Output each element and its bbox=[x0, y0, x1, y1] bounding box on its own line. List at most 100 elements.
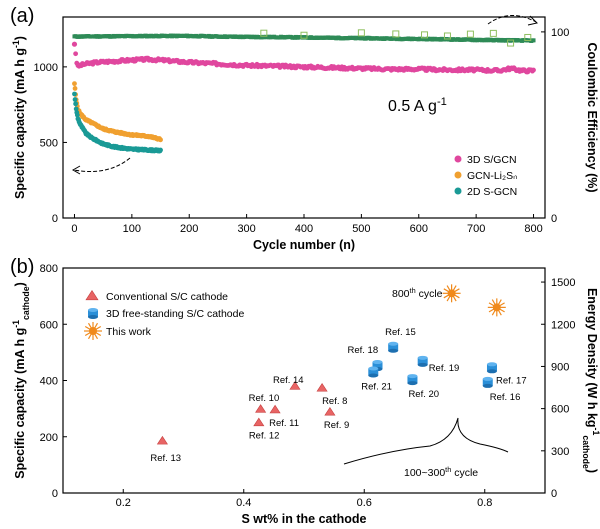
freestanding-marker-top bbox=[417, 355, 428, 360]
freestanding-marker-top bbox=[372, 360, 383, 365]
this-work-marker bbox=[442, 284, 461, 303]
ce-arrow-head bbox=[527, 15, 538, 26]
ce-open-marker bbox=[357, 29, 365, 37]
s-gcn-3d-marker bbox=[71, 41, 78, 47]
y-axis-title-b-part: ) bbox=[13, 282, 27, 286]
legend-b-label: Conventional S/C cathode bbox=[106, 291, 228, 303]
legend-a-label: GCN-Li₂Sₙ bbox=[467, 170, 517, 182]
y2-tick-label-b: 300 bbox=[551, 446, 569, 458]
freestanding-marker-top bbox=[388, 341, 399, 346]
freestanding-ref-label: Ref. 15 bbox=[385, 327, 416, 338]
s-gcn-2d-marker bbox=[74, 112, 80, 118]
y-axis-title-a: Specific capacity (mA h g-1) bbox=[11, 36, 27, 199]
legend-b-conventional-marker bbox=[85, 290, 99, 301]
conventional-marker bbox=[156, 435, 168, 445]
conventional-marker bbox=[324, 406, 336, 416]
cycle-range-annotation: 100~300th cycle bbox=[404, 465, 478, 480]
freestanding-marker-top bbox=[486, 362, 497, 367]
freestanding-marker-base bbox=[417, 362, 428, 367]
y2-axis-title-a: Coulombic Efficiency (%) bbox=[585, 42, 599, 192]
y-axis-title-b-part: cathode bbox=[21, 286, 31, 320]
x-tick-label-a: 0 bbox=[71, 223, 77, 235]
legend-a-marker bbox=[454, 155, 462, 163]
x-tick-label-a: 100 bbox=[123, 223, 141, 235]
legend-b-label: This work bbox=[106, 326, 152, 338]
ce-marker bbox=[531, 38, 536, 43]
gcn-li2sn-marker bbox=[72, 86, 78, 91]
x-tick-label-a: 400 bbox=[295, 223, 313, 235]
freestanding-marker bbox=[368, 368, 379, 376]
x-tick-label-b: 0.6 bbox=[357, 497, 372, 509]
y-axis-title-b-part: -1 bbox=[11, 320, 21, 328]
freestanding-marker bbox=[407, 376, 418, 384]
y2-axis-title-b-part: -1 bbox=[591, 428, 600, 436]
y-tick-label-a: 500 bbox=[40, 137, 58, 149]
freestanding-marker-base bbox=[482, 383, 493, 388]
capacity-arrow-head bbox=[71, 165, 81, 175]
ce-open-marker bbox=[260, 29, 268, 37]
y-axis-title-a-part: Specific capacity (mA h g bbox=[13, 48, 27, 199]
x-tick-label-b: 0.8 bbox=[477, 497, 492, 509]
y2-tick-label-b: 900 bbox=[551, 361, 569, 373]
y2-tick-label-b: 1500 bbox=[551, 277, 575, 289]
conventional-ref-label: Ref. 9 bbox=[324, 420, 349, 431]
x-tick-label-a: 500 bbox=[352, 223, 370, 235]
freestanding-ref-label: Ref. 18 bbox=[348, 345, 379, 356]
rate-annotation-part: -1 bbox=[437, 96, 447, 108]
y-tick-label-b: 0 bbox=[52, 488, 58, 500]
freestanding-ref-label: Ref. 20 bbox=[408, 389, 439, 400]
conventional-ref-label: Ref. 10 bbox=[249, 393, 280, 404]
cycle-800-annotation-part: 800 bbox=[392, 288, 410, 300]
conventional-ref-label: Ref. 11 bbox=[269, 418, 299, 429]
y2-axis-title-b-part: Energy Density (W h kg bbox=[585, 288, 599, 428]
y-tick-label-b: 400 bbox=[40, 376, 58, 388]
ce-open-marker bbox=[300, 31, 308, 39]
y-axis-title-b-part: Specific capacity (mA h g bbox=[13, 328, 27, 479]
y-axis-title-a-part: -1 bbox=[11, 40, 21, 48]
x-tick-label-a: 300 bbox=[237, 223, 255, 235]
freestanding-marker-top bbox=[482, 376, 493, 381]
s-gcn-3d-marker bbox=[73, 51, 79, 57]
y-axis-title-b: Specific capacity (mA h g-1cathode) bbox=[11, 282, 31, 479]
x-tick-label-b: 0.4 bbox=[236, 497, 251, 509]
freestanding-marker bbox=[482, 378, 493, 386]
ce-open-marker bbox=[507, 39, 515, 47]
freestanding-ref-label: Ref. 16 bbox=[490, 392, 521, 403]
conventional-ref-label: Ref. 13 bbox=[150, 453, 181, 464]
freestanding-ref-label: Ref. 21 bbox=[361, 382, 392, 393]
legend-a-label: 3D S/GCN bbox=[467, 154, 517, 166]
capacity-arrow bbox=[73, 157, 131, 172]
freestanding-marker-base bbox=[388, 348, 399, 353]
cycle-range-annotation-part: 100~300 bbox=[404, 467, 445, 479]
freestanding-marker-base bbox=[486, 369, 497, 374]
y-axis-title-a-part: ) bbox=[13, 36, 27, 40]
y2-axis-title-b-part: ) bbox=[585, 469, 599, 473]
freestanding-marker-base bbox=[368, 373, 379, 378]
ce-open-marker bbox=[466, 30, 474, 38]
panel-a: (a) 0 100 200 300 400 500 600 700 800 0 500 1000 0 100… bbox=[10, 5, 599, 252]
legend-a-label: 2D S-GCN bbox=[467, 186, 517, 198]
gcn-li2sn-marker bbox=[158, 137, 163, 143]
y-tick-label-a: 0 bbox=[52, 213, 58, 225]
freestanding-marker-top bbox=[368, 366, 379, 371]
legend-b-freestanding-marker-top bbox=[88, 308, 98, 312]
legend-b-this-work-marker-core bbox=[89, 327, 97, 335]
y2-axis-title-b: Energy Density (W h kg-1cathode) bbox=[581, 288, 600, 473]
y-tick-label-b: 200 bbox=[40, 432, 58, 444]
y-tick-label-b: 600 bbox=[40, 319, 58, 331]
panel-b: (b) 0.2 0.4 0.6 0.8 0 200 400 600 800 0 300 600 900 12… bbox=[10, 256, 600, 526]
cycle-800-annotation-part: th bbox=[410, 286, 416, 295]
conventional-ref-label: Ref. 12 bbox=[249, 431, 280, 442]
y2-tick-label-a: 100 bbox=[551, 27, 569, 39]
s-gcn-2d-marker bbox=[72, 97, 78, 102]
y2-axis-title-b-part: cathode bbox=[581, 435, 591, 469]
rate-annotation-part: 0.5 A g bbox=[388, 98, 437, 115]
conventional-marker bbox=[316, 383, 328, 392]
ce-arrow bbox=[487, 15, 537, 25]
conventional-marker bbox=[253, 417, 265, 427]
legend-b-freestanding-marker bbox=[88, 310, 98, 317]
cycle-800-annotation-part: cycle bbox=[416, 288, 443, 300]
ce-open-marker bbox=[524, 33, 532, 41]
